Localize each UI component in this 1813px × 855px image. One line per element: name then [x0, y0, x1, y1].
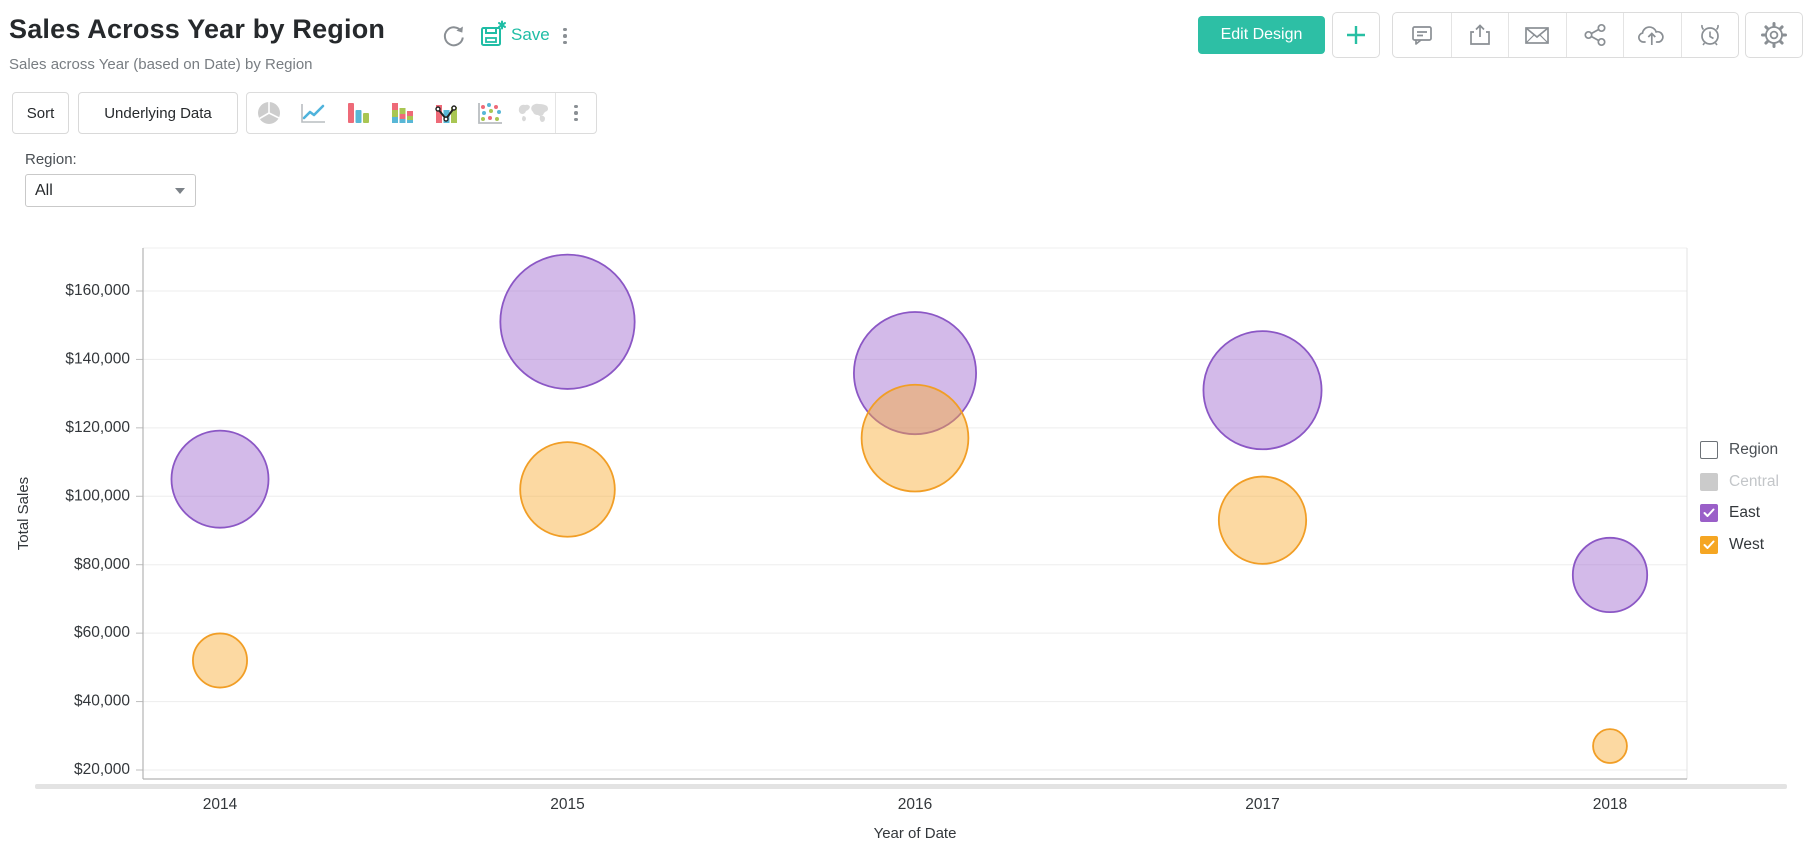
page-subtitle: Sales across Year (based on Date) by Reg… — [9, 56, 313, 73]
bubble-chart: $20,000 $40,000 $60,000 $80,000 $100,000 $120… — [0, 200, 1813, 855]
header-icon-toolbar — [1392, 12, 1739, 58]
legend-label: East — [1729, 504, 1761, 521]
legend-item-central[interactable]: Central — [1700, 471, 1779, 493]
pie-chart-icon[interactable] — [247, 93, 291, 133]
region-filter-dropdown[interactable]: All — [25, 174, 196, 207]
y-tick-label: $140,000 — [65, 351, 130, 368]
y-tick-label: $40,000 — [74, 693, 130, 710]
plot-area: $20,000 $40,000 $60,000 $80,000 $100,000 $120… — [15, 247, 1787, 842]
plus-icon — [1347, 26, 1365, 44]
map-chart-icon[interactable] — [511, 93, 555, 133]
x-tick-label: 2015 — [550, 796, 584, 813]
x-tick-label: 2018 — [1593, 796, 1627, 813]
region-filter-label: Region: — [25, 151, 77, 168]
legend-label: West — [1729, 535, 1765, 553]
alert-icon — [1700, 24, 1719, 46]
refresh-button[interactable] — [440, 21, 468, 49]
refresh-icon — [443, 26, 464, 47]
legend-item-east[interactable]: East — [1700, 502, 1779, 524]
save-label: Save — [511, 25, 550, 44]
settings-icon — [1761, 22, 1787, 48]
region-filter-value: All — [35, 181, 53, 199]
bubble-west-2015[interactable] — [519, 441, 616, 538]
x-tick-label: 2016 — [898, 796, 932, 813]
legend-item-west[interactable]: West — [1700, 534, 1779, 556]
chart-legend: Region Central East West — [1700, 439, 1779, 556]
unsaved-asterisk-icon — [498, 20, 506, 30]
alert-button[interactable] — [1680, 13, 1739, 57]
comment-icon — [1411, 26, 1432, 45]
line-chart-icon[interactable] — [291, 93, 335, 133]
bubble-west-2017[interactable] — [1217, 475, 1308, 565]
x-tick-label: 2014 — [203, 796, 238, 813]
sort-button[interactable]: Sort — [12, 92, 69, 134]
checked-checkbox-icon[interactable] — [1700, 504, 1718, 522]
bubble-west-2016[interactable] — [860, 383, 970, 493]
bubble-east-2018[interactable] — [1571, 536, 1649, 614]
share-icon — [1584, 23, 1606, 47]
scatter-chart-icon[interactable] — [467, 93, 511, 133]
cloud-upload-button[interactable] — [1623, 13, 1681, 57]
bubble-east-2014[interactable] — [170, 429, 270, 529]
share-button[interactable] — [1565, 13, 1624, 57]
y-tick-label: $100,000 — [65, 487, 130, 504]
unchecked-swatch[interactable] — [1700, 472, 1718, 491]
cloud-upload-icon — [1638, 26, 1664, 45]
kebab-icon — [574, 104, 578, 109]
y-tick-label: $160,000 — [65, 282, 130, 299]
page-title: Sales Across Year by Region — [9, 14, 386, 44]
legend-label: Region — [1729, 441, 1779, 458]
comment-button[interactable] — [1393, 13, 1451, 57]
bubble-east-2016[interactable] — [853, 311, 977, 436]
bubble-east-2015[interactable] — [499, 253, 636, 390]
legend-checkbox[interactable] — [1700, 441, 1718, 459]
bubble-east-2017[interactable] — [1202, 330, 1323, 451]
add-button[interactable] — [1332, 12, 1380, 58]
bubble-west-2014[interactable] — [192, 632, 248, 689]
save-icon — [481, 20, 506, 46]
kebab-icon — [563, 27, 567, 32]
bar-chart-icon[interactable] — [335, 93, 379, 133]
edit-design-button[interactable]: Edit Design — [1198, 16, 1325, 54]
legend-label: Central — [1729, 472, 1779, 490]
x-axis-title: Year of Date — [874, 825, 957, 842]
email-icon — [1525, 27, 1550, 44]
checked-checkbox-icon[interactable] — [1700, 535, 1718, 554]
y-tick-label: $60,000 — [74, 624, 130, 641]
toolbar-separator — [555, 93, 556, 133]
save-button[interactable]: Save — [478, 20, 550, 50]
title-more-menu-button[interactable] — [556, 22, 574, 50]
y-tick-label: $120,000 — [65, 419, 130, 436]
legend-title-row[interactable]: Region — [1700, 439, 1779, 461]
stacked-bar-chart-icon[interactable] — [379, 93, 423, 133]
y-tick-label: $80,000 — [74, 556, 130, 573]
bubble-west-2018[interactable] — [1592, 728, 1628, 764]
export-icon — [1469, 24, 1490, 45]
settings-button[interactable] — [1745, 12, 1803, 58]
x-tick-label: 2017 — [1245, 796, 1279, 813]
export-button[interactable] — [1450, 13, 1509, 57]
y-axis-title: Total Sales — [15, 477, 32, 550]
chart-type-more-button[interactable] — [556, 93, 596, 133]
chart-type-toolbar — [246, 92, 597, 134]
y-tick-label: $20,000 — [74, 761, 130, 778]
chart-scrollbar[interactable] — [35, 784, 1787, 789]
email-button[interactable] — [1508, 13, 1566, 57]
chevron-down-icon — [175, 187, 185, 194]
combo-chart-icon[interactable] — [423, 93, 467, 133]
underlying-data-button[interactable]: Underlying Data — [78, 92, 238, 134]
